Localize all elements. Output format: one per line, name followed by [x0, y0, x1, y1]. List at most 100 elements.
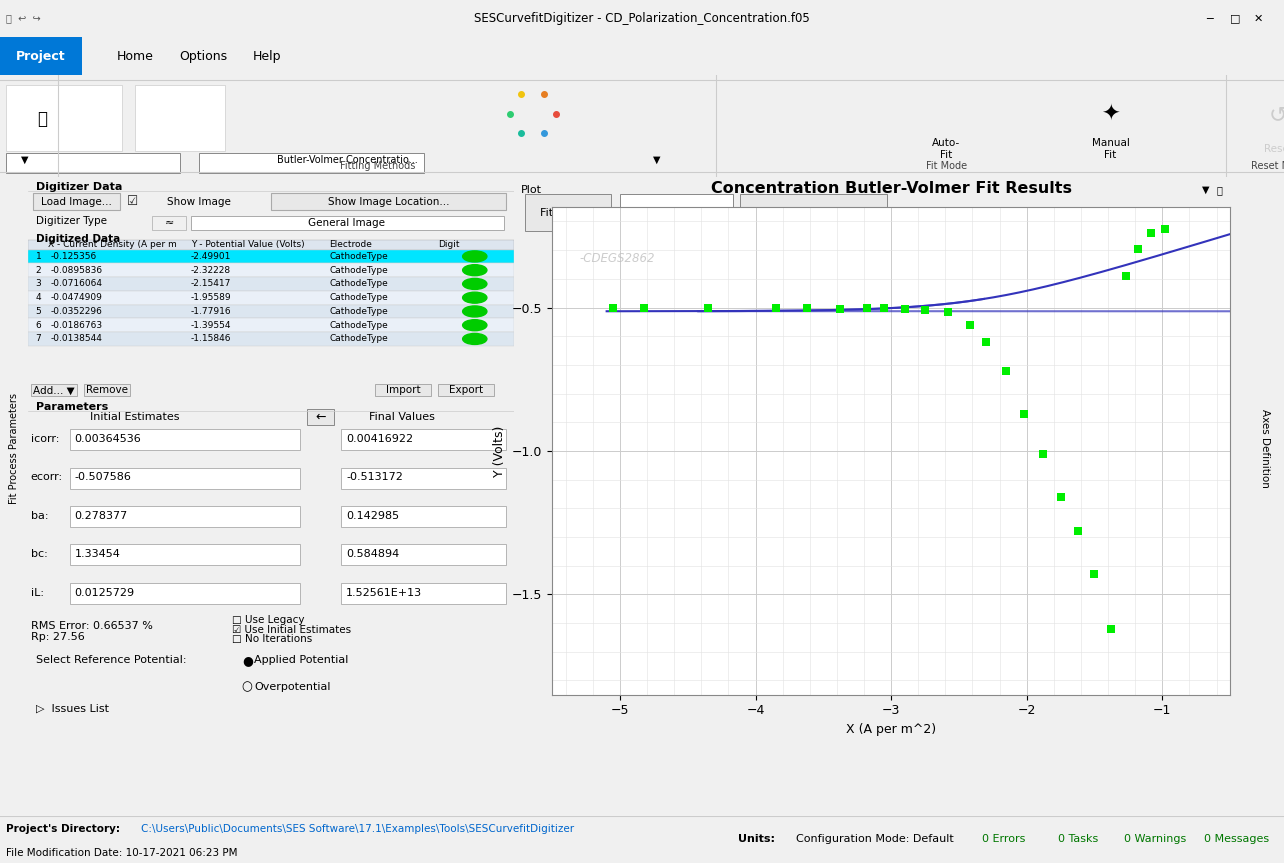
- Bar: [69, 468, 300, 488]
- Title: Concentration Butler-Volmer Fit Results: Concentration Butler-Volmer Fit Results: [710, 181, 1072, 196]
- Text: 5: 5: [36, 307, 41, 316]
- Text: Fit Viewer: Fit Viewer: [541, 208, 594, 217]
- Text: CathodeType: CathodeType: [329, 266, 388, 274]
- Text: 📌: 📌: [1216, 185, 1222, 195]
- Text: Digitized Data: Digitized Data: [36, 234, 119, 243]
- Text: General Image: General Image: [308, 218, 385, 228]
- Point: [829, 302, 850, 316]
- Bar: [6, 154, 180, 173]
- Text: Auto-
Fit: Auto- Fit: [932, 138, 960, 160]
- Bar: [271, 193, 506, 210]
- Text: CathodeType: CathodeType: [329, 293, 388, 302]
- Text: ●: ●: [241, 654, 253, 667]
- Text: ✕: ✕: [1253, 14, 1263, 23]
- Point: [634, 300, 655, 314]
- Text: Add... ▼: Add... ▼: [33, 386, 74, 395]
- Text: □: □: [1230, 14, 1240, 23]
- Text: Show Image Location...: Show Image Location...: [329, 197, 449, 206]
- Point: [874, 300, 895, 314]
- Text: Project's Directory:: Project's Directory:: [6, 824, 121, 834]
- Text: -0.0138544: -0.0138544: [50, 335, 101, 343]
- Text: File Modification Date: 10-17-2021 06:23 PM: File Modification Date: 10-17-2021 06:23…: [6, 847, 238, 858]
- Text: 0 Warnings: 0 Warnings: [1125, 835, 1186, 844]
- Text: CathodeType: CathodeType: [329, 252, 388, 261]
- Bar: [342, 545, 506, 565]
- Text: □ No Iterations: □ No Iterations: [232, 634, 312, 644]
- Bar: [438, 384, 494, 396]
- Text: Overpotential: Overpotential: [254, 682, 330, 692]
- Point: [1116, 269, 1136, 283]
- Point: [603, 301, 624, 315]
- Bar: [307, 409, 334, 425]
- Bar: [342, 583, 506, 604]
- Circle shape: [462, 265, 487, 275]
- Text: ≈: ≈: [164, 218, 173, 228]
- Point: [996, 363, 1017, 377]
- Text: -2.49901: -2.49901: [191, 252, 231, 261]
- Point: [895, 302, 915, 316]
- Text: CathodeType: CathodeType: [329, 321, 388, 330]
- Text: Fit Mode: Fit Mode: [926, 161, 967, 172]
- Text: Manual
Fit: Manual Fit: [1091, 138, 1130, 160]
- Text: Reset: Reset: [1263, 144, 1284, 154]
- Text: -0.0186763: -0.0186763: [50, 321, 103, 330]
- Text: -2.15417: -2.15417: [191, 280, 231, 288]
- Text: CathodeType: CathodeType: [329, 307, 388, 316]
- Point: [797, 300, 818, 314]
- Circle shape: [462, 319, 487, 331]
- Bar: [191, 216, 503, 230]
- Text: iL:: iL:: [31, 588, 44, 598]
- Text: Import: Import: [386, 386, 420, 395]
- Text: Digitizer Type: Digitizer Type: [36, 216, 107, 226]
- Text: -CDEGS2862: -CDEGS2862: [579, 252, 655, 265]
- Text: Units:: Units:: [738, 835, 776, 844]
- Text: -0.0474909: -0.0474909: [50, 293, 101, 302]
- Text: -0.0895836: -0.0895836: [50, 266, 103, 274]
- Text: 0.00364536: 0.00364536: [74, 434, 141, 444]
- Bar: [620, 194, 733, 231]
- Bar: [28, 249, 514, 263]
- Text: Remove: Remove: [86, 386, 128, 395]
- Text: CathodeType: CathodeType: [329, 280, 388, 288]
- Text: 6: 6: [36, 321, 41, 330]
- Text: C:\Users\Public\Documents\SES Software\17.1\Examples\Tools\SESCurvefitDigitizer: C:\Users\Public\Documents\SES Software\1…: [141, 824, 574, 834]
- Y-axis label: Y (Volts): Y (Volts): [493, 425, 506, 476]
- Point: [1068, 525, 1089, 539]
- Text: Final Values: Final Values: [369, 412, 435, 422]
- Text: 1.33454: 1.33454: [74, 549, 121, 559]
- Bar: [69, 583, 300, 604]
- Point: [1032, 447, 1053, 461]
- Bar: [28, 332, 514, 346]
- Text: 7: 7: [36, 335, 41, 343]
- Point: [1050, 490, 1071, 504]
- Text: -0.513172: -0.513172: [347, 472, 403, 482]
- Text: 1.52561E+13: 1.52561E+13: [347, 588, 422, 598]
- Point: [937, 305, 958, 318]
- Text: ▼: ▼: [652, 154, 660, 165]
- X-axis label: X (A per m^2): X (A per m^2): [846, 723, 936, 736]
- Text: Axes Definition: Axes Definition: [1260, 409, 1270, 488]
- Text: 🖫  ↩  ↪: 🖫 ↩ ↪: [6, 14, 41, 23]
- Bar: [69, 429, 300, 450]
- Circle shape: [462, 293, 487, 303]
- Text: Plot: Plot: [521, 185, 542, 195]
- Text: 0 Errors: 0 Errors: [982, 835, 1026, 844]
- Text: 2: 2: [36, 266, 41, 274]
- Point: [1154, 222, 1175, 236]
- Text: ←: ←: [316, 411, 326, 424]
- Bar: [28, 318, 514, 332]
- Text: 1: 1: [36, 252, 41, 261]
- Text: Fit Process Parameters: Fit Process Parameters: [9, 394, 19, 504]
- Text: Rp: 27.56: Rp: 27.56: [31, 633, 85, 642]
- Text: □ Use Legacy: □ Use Legacy: [232, 615, 304, 626]
- Bar: [69, 506, 300, 527]
- Text: SESCurvefitDigitizer - CD_Polarization_Concentration.f05: SESCurvefitDigitizer - CD_Polarization_C…: [474, 12, 810, 25]
- Bar: [31, 384, 77, 396]
- Bar: [525, 194, 611, 231]
- Text: -1.77916: -1.77916: [191, 307, 231, 316]
- Text: Digitizer Data: Digitizer Data: [36, 182, 122, 192]
- Bar: [342, 506, 506, 527]
- Text: Y - Potential Value (Volts): Y - Potential Value (Volts): [191, 240, 304, 249]
- Text: 0.278377: 0.278377: [74, 511, 127, 521]
- Bar: [135, 85, 225, 152]
